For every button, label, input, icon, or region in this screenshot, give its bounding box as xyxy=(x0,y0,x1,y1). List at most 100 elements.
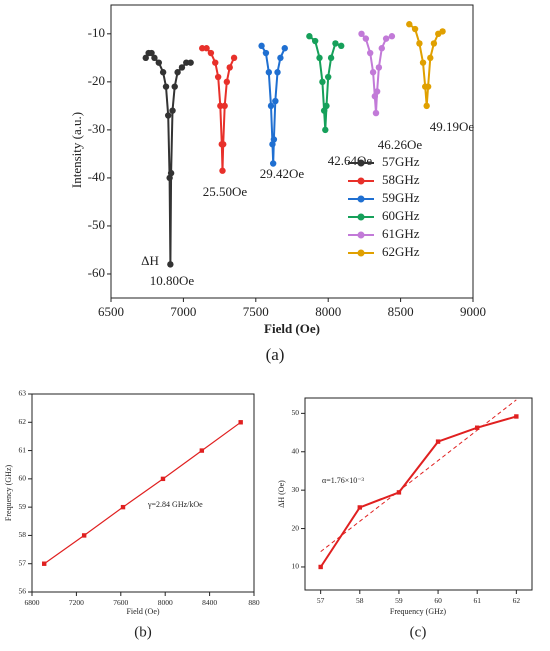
data-point xyxy=(318,564,323,570)
x-tick-label: 6800 xyxy=(25,598,40,607)
y-tick-label: -20 xyxy=(88,73,105,88)
annotation: γ=2.84 GHz/kOe xyxy=(147,500,203,509)
data-point xyxy=(142,54,149,62)
data-point xyxy=(221,102,228,110)
y-axis-label: Intensity (a.u.) xyxy=(69,112,84,188)
y-tick-label: 10 xyxy=(292,562,300,571)
legend-marker xyxy=(357,231,365,239)
data-point xyxy=(120,504,126,510)
plot-frame xyxy=(110,4,474,299)
data-point xyxy=(439,28,446,35)
data-point xyxy=(427,54,434,62)
data-point xyxy=(475,425,480,430)
legend-label: 58GHz xyxy=(382,172,420,187)
y-axis-label: ΔH (Oe) xyxy=(277,480,286,508)
data-point xyxy=(366,49,374,57)
data-line xyxy=(43,421,242,565)
data-line xyxy=(319,415,517,568)
annotation: 29.42Oe xyxy=(260,166,305,181)
data-point xyxy=(322,126,329,134)
data-point xyxy=(270,136,278,143)
data-line xyxy=(360,33,393,114)
annotation: 42.64Oe xyxy=(328,153,373,168)
y-tick-label: 62 xyxy=(19,417,27,426)
legend-label: 62GHz xyxy=(382,244,420,259)
x-tick-label: 7500 xyxy=(243,304,269,319)
data-point xyxy=(320,107,328,114)
annotation: ΔH xyxy=(141,253,159,268)
data-point xyxy=(169,107,176,114)
y-tick-label: -50 xyxy=(88,217,105,232)
legend-label: 61GHz xyxy=(382,226,420,241)
x-axis-label: Field (Oe) xyxy=(126,607,159,616)
data-point xyxy=(155,59,162,66)
data-point xyxy=(269,141,276,148)
y-tick-label: 40 xyxy=(292,446,300,455)
data-point xyxy=(262,49,270,57)
y-tick-label: 59 xyxy=(19,502,27,511)
y-tick-label: -10 xyxy=(88,25,105,40)
legend-marker xyxy=(357,249,365,257)
y-axis-label: Frequency (GHz) xyxy=(4,465,13,522)
data-point xyxy=(424,83,432,90)
data-point xyxy=(219,167,226,174)
data-point xyxy=(362,35,370,42)
x-tick-label: 61 xyxy=(473,596,481,605)
x-axis-label: Field (Oe) xyxy=(264,321,320,336)
plot-frame xyxy=(31,393,255,593)
data-point xyxy=(316,54,323,62)
data-point xyxy=(277,54,284,62)
data-point xyxy=(238,420,243,425)
x-tick-label: 59 xyxy=(395,596,403,605)
data-point xyxy=(167,169,175,177)
data-point xyxy=(435,439,441,444)
y-tick-label: 60 xyxy=(19,474,27,483)
data-point xyxy=(323,102,330,110)
y-tick-label: 56 xyxy=(19,587,27,596)
data-point xyxy=(373,88,381,95)
data-point xyxy=(178,64,186,71)
data-point xyxy=(281,45,288,52)
data-point xyxy=(267,102,275,110)
y-tick-label: 30 xyxy=(292,485,300,494)
x-tick-label: 58 xyxy=(356,596,364,605)
data-point xyxy=(151,54,158,62)
y-tick-label: 61 xyxy=(19,445,27,454)
x-tick-label: 8500 xyxy=(388,304,414,319)
panel-label: (a) xyxy=(266,345,285,364)
data-point xyxy=(327,54,335,62)
plot-frame xyxy=(304,397,533,591)
x-tick-label: 880 xyxy=(248,598,260,607)
x-tick-label: 8000 xyxy=(315,304,341,319)
data-point xyxy=(319,78,326,86)
y-tick-label: 20 xyxy=(292,523,300,532)
legend-label: 60GHz xyxy=(382,208,420,223)
data-point xyxy=(166,174,173,182)
panel-label: (b) xyxy=(134,624,152,640)
data-point xyxy=(81,533,87,538)
panel-label: (c) xyxy=(410,624,427,640)
data-point xyxy=(332,40,339,47)
data-point xyxy=(269,160,277,167)
data-point xyxy=(382,35,390,42)
data-point xyxy=(164,112,172,119)
data-point xyxy=(396,490,402,495)
data-point xyxy=(223,78,231,86)
data-point xyxy=(265,69,273,76)
data-point xyxy=(306,33,313,40)
data-point xyxy=(406,21,413,28)
annotation: 46.26Oe xyxy=(378,137,423,152)
annotation: 49.19Oe xyxy=(430,119,475,134)
data-point xyxy=(226,64,233,71)
y-tick-label: -30 xyxy=(88,121,105,136)
legend-marker xyxy=(357,177,365,185)
data-point xyxy=(274,69,281,76)
data-point xyxy=(159,69,167,76)
data-point xyxy=(203,45,210,52)
y-tick-label: 57 xyxy=(19,558,27,567)
data-point xyxy=(220,141,227,148)
data-point xyxy=(199,448,205,453)
data-point xyxy=(358,30,365,38)
data-point xyxy=(388,33,396,40)
data-point xyxy=(171,83,178,90)
